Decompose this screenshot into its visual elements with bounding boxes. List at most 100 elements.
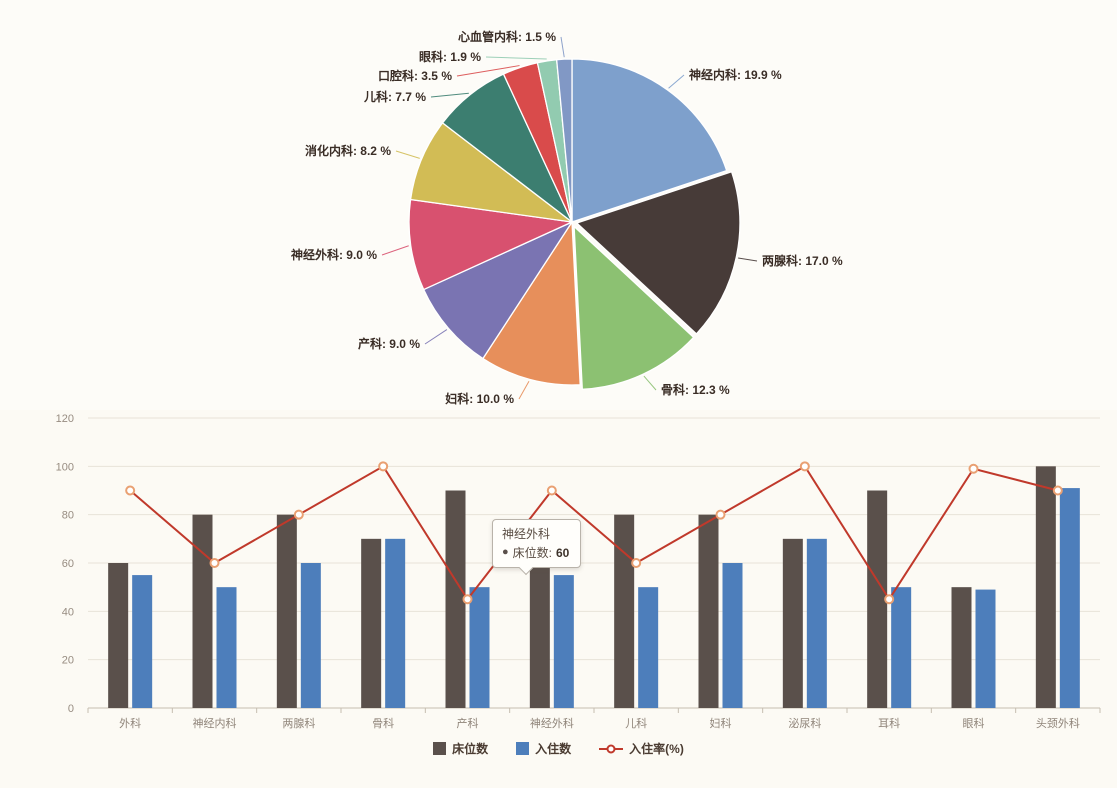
occupancy-marker[interactable] — [715, 509, 726, 520]
pie-label-line — [381, 245, 409, 256]
bar-beds[interactable] — [614, 514, 635, 708]
bar-beds[interactable] — [698, 514, 719, 708]
bar-beds[interactable] — [782, 538, 803, 708]
x-tick-label: 耳科 — [878, 716, 900, 730]
bar-beds[interactable] — [867, 490, 888, 709]
pie-label-line — [668, 74, 685, 89]
y-tick-label: 20 — [62, 655, 74, 667]
occupancy-marker[interactable] — [968, 463, 979, 474]
y-tick-label: 80 — [62, 510, 74, 522]
y-tick-label: 120 — [56, 413, 74, 425]
x-tick-label: 外科 — [119, 716, 141, 730]
occupancy-marker[interactable] — [378, 461, 389, 472]
pie-chart: 神经内科: 19.9 % 两腺科: 17.0 % 骨科: 12.3 % 妇科: 10.… — [291, 29, 843, 406]
pie-label-line — [395, 150, 420, 159]
pie-label-line — [643, 375, 657, 391]
pie-slice-orthopedics[interactable] — [573, 224, 695, 391]
legend-swatch-beds-icon — [433, 742, 447, 755]
bar-beds[interactable] — [361, 538, 382, 708]
legend-item-admissions[interactable]: 入住数 — [516, 740, 571, 757]
occupancy-marker[interactable] — [1052, 485, 1063, 496]
pie-label-gynecology: 妇科: 10.0 % — [444, 391, 514, 406]
tooltip-series-label: 床位数: — [512, 546, 552, 560]
pie-label-line — [430, 92, 469, 98]
chart-legend: 床位数 入住数 入住率(%) — [0, 740, 1117, 757]
bar-admissions[interactable] — [216, 587, 237, 708]
pie-label-line — [485, 56, 547, 60]
bar-line-chart: 020406080100120外科 神经内科 两腺科 骨科 产科 神经外科 儿科 妇科 泌尿科耳… — [56, 413, 1101, 730]
x-tick-label: 儿科 — [625, 716, 647, 730]
y-tick-label: 60 — [62, 558, 74, 570]
y-tick-label: 100 — [56, 461, 74, 473]
legend-item-beds[interactable]: 床位数 — [433, 740, 488, 757]
legend-item-occupancy-rate[interactable]: 入住率(%) — [599, 740, 684, 757]
pie-label-glands: 两腺科: 17.0 % — [762, 253, 843, 268]
x-tick-label: 头颈外科 — [1036, 716, 1080, 730]
pie-label-pediatrics: 儿科: 7.7 % — [363, 89, 426, 104]
pie-label-line — [424, 329, 448, 345]
series-dot-icon: ● — [502, 546, 509, 558]
pie-label-obstetrics: 产科: 9.0 % — [358, 336, 420, 351]
pie-label-line — [560, 36, 565, 58]
bar-admissions[interactable] — [132, 575, 153, 708]
x-tick-label: 眼科 — [963, 716, 985, 730]
bar-admissions[interactable] — [385, 538, 406, 708]
bar-beds[interactable] — [951, 587, 972, 708]
bar-beds[interactable] — [192, 514, 213, 708]
bar-beds[interactable] — [445, 490, 466, 709]
pie-label-cardiology: 心血管内科: 1.5 % — [458, 29, 556, 44]
x-tick-label: 泌尿科 — [788, 716, 821, 730]
x-tick-label: 两腺科 — [282, 716, 315, 730]
pie-chart-panel: 神经内科: 19.9 % 两腺科: 17.0 % 骨科: 12.3 % 妇科: 10.… — [290, 29, 844, 406]
occupancy-marker[interactable] — [546, 485, 557, 496]
occupancy-marker[interactable] — [462, 594, 473, 605]
pie-slice-glands[interactable] — [575, 170, 741, 335]
pie-label-line — [518, 381, 530, 400]
pie-label-neurology: 神经内科: 19.9 % — [689, 67, 782, 82]
occupancy-marker[interactable] — [209, 558, 220, 568]
tooltip-title: 神经外科 — [502, 527, 551, 541]
legend-line-marker-icon — [599, 744, 624, 753]
occupancy-marker[interactable] — [293, 509, 304, 520]
pie-slice-neurosurgery[interactable] — [408, 198, 575, 291]
occupancy-marker[interactable] — [884, 594, 895, 605]
pie-label-orthopedics: 骨科: 12.3 % — [661, 382, 730, 397]
bar-admissions[interactable] — [553, 575, 574, 708]
pie-label-ophthalmology: 眼科: 1.9 % — [419, 49, 481, 64]
x-tick-label: 骨科 — [372, 716, 394, 730]
x-tick-label: 产科 — [457, 716, 479, 730]
pie-label-gastroenterology: 消化内科: 8.2 % — [305, 143, 391, 158]
legend-swatch-admissions-icon — [516, 742, 530, 755]
x-tick-label: 神经外科 — [530, 716, 574, 730]
pie-slice-gynecology[interactable] — [482, 219, 581, 386]
pie-label-line — [456, 65, 520, 77]
bar-admissions[interactable] — [469, 587, 490, 708]
pie-slice-neurology[interactable] — [571, 58, 728, 223]
bar-beds[interactable] — [529, 563, 550, 708]
legend-label-occupancy-rate: 入住率(%) — [629, 742, 684, 756]
bar-beds[interactable] — [276, 514, 297, 708]
bar-admissions[interactable] — [638, 587, 659, 708]
occupancy-marker[interactable] — [125, 485, 136, 496]
occupancy-marker[interactable] — [799, 461, 810, 472]
legend-label-beds: 床位数 — [452, 742, 489, 756]
bar-admissions[interactable] — [1059, 488, 1080, 708]
occupancy-marker[interactable] — [631, 558, 642, 568]
bar-admissions[interactable] — [722, 563, 743, 708]
pie-label-neurosurgery: 神经外科: 9.0 % — [291, 247, 377, 262]
occupancy-line — [129, 464, 1059, 602]
tooltip-value: 60 — [556, 545, 570, 560]
pie-label-dentistry: 口腔科: 3.5 % — [378, 68, 452, 83]
pie-slice-cardiology[interactable] — [555, 58, 573, 223]
bar-admissions[interactable] — [975, 589, 996, 708]
bar-admissions[interactable] — [891, 587, 912, 708]
bar-beds[interactable] — [108, 563, 129, 708]
bar-beds[interactable] — [1035, 466, 1056, 708]
x-tick-label: 妇科 — [710, 716, 732, 730]
pie-slice-obstetrics[interactable] — [422, 220, 574, 360]
y-tick-label: 40 — [62, 606, 74, 618]
bar-admissions[interactable] — [300, 563, 321, 708]
bar-admissions[interactable] — [806, 538, 827, 708]
y-tick-label: 0 — [68, 703, 74, 715]
